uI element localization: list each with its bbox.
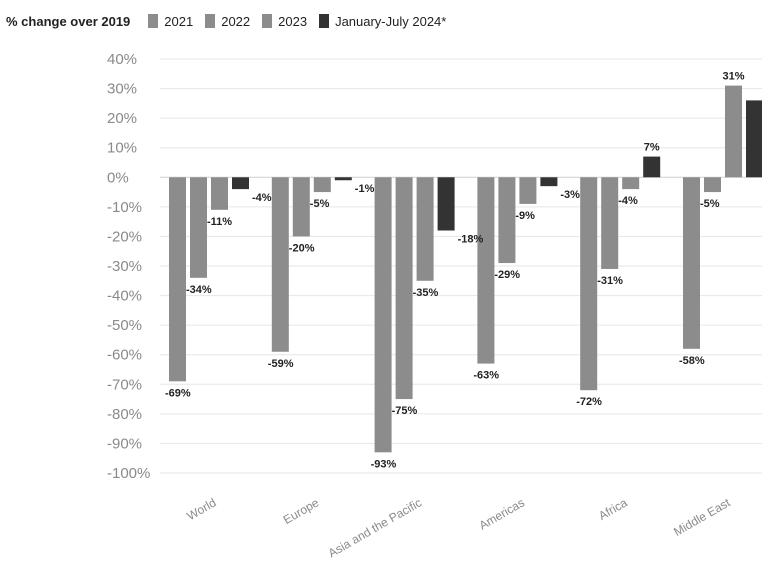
bar [725,85,742,178]
data-label: -5% [310,198,330,210]
bar [416,177,434,281]
bar [580,177,598,391]
y-tick-label: -10% [107,199,142,216]
y-tick-label: -60% [107,347,142,364]
bar [601,177,619,269]
legend: % change over 2019 2021 2022 2023 Januar… [6,10,458,32]
data-label: -59% [268,358,294,370]
data-label: 31% [722,71,744,83]
bar [622,177,640,190]
y-tick-label: -30% [107,258,142,275]
bar [232,177,249,190]
bar [211,177,228,210]
category-label: Africa [596,495,630,523]
bar [477,177,495,364]
bar [643,156,661,178]
legend-item-2022: 2022 [205,14,250,29]
data-label: -4% [618,195,638,207]
data-label: -58% [679,355,705,367]
y-tick-label: -70% [107,376,142,393]
category-label: World [185,495,219,523]
bar [704,177,721,193]
bar [683,177,700,349]
legend-label-2023: 2023 [278,13,308,29]
y-tick-label: 0% [107,169,129,186]
legend-label-2022: 2022 [221,13,251,29]
data-label: -75% [392,405,418,417]
bar [519,177,537,204]
data-label: -63% [473,370,499,382]
bar [190,177,207,278]
bar [313,177,331,193]
bar [395,177,413,400]
y-tick-label: 10% [107,140,137,157]
category-label: Asia and the Pacific [326,495,424,560]
y-tick-label: 40% [107,51,137,68]
legend-item-2024: January-July 2024* [319,14,446,29]
data-label: -93% [371,458,397,470]
bar [498,177,516,264]
legend-title: % change over 2019 [6,13,131,29]
data-label: -9% [515,210,535,222]
bar [540,177,558,187]
category-label: Middle East [671,495,733,539]
bar [271,177,289,352]
bar [437,177,455,231]
data-label: -4% [252,192,272,204]
legend-label-2021: 2021 [164,13,194,29]
legend-swatch-2021 [148,14,159,28]
legend-item-2021: 2021 [148,14,193,29]
legend-swatch-2023 [262,14,273,28]
data-label: -29% [494,269,520,281]
data-label: -18% [458,234,484,246]
data-label: -69% [165,387,191,399]
legend-item-2023: 2023 [262,14,307,29]
data-label: -31% [597,275,623,287]
y-tick-label: -100% [107,465,150,482]
legend-swatch-2024 [319,14,330,28]
data-label: -5% [700,198,720,210]
data-label: -35% [413,287,439,299]
y-tick-label: -40% [107,288,142,305]
data-label: -3% [560,189,580,201]
category-label: Americas [477,495,527,532]
data-label: -20% [289,242,315,254]
category-label: Europe [281,495,322,527]
data-label: 7% [644,142,660,154]
legend-label-2024: January-July 2024* [335,13,447,29]
y-tick-label: 20% [107,110,137,127]
bar [746,100,762,178]
bar [169,177,186,382]
y-tick-label: -50% [107,317,142,334]
data-label: -11% [207,216,232,228]
bar [374,177,392,453]
data-label: -34% [186,284,212,296]
y-tick-label: 30% [107,81,137,98]
y-tick-label: -20% [107,228,142,245]
y-tick-label: -80% [107,406,142,423]
data-label: -1% [355,183,375,195]
y-tick-label: -90% [107,435,142,452]
legend-swatch-2022 [205,14,216,28]
bar [334,177,352,181]
data-label: -72% [576,396,602,408]
bar [292,177,310,237]
